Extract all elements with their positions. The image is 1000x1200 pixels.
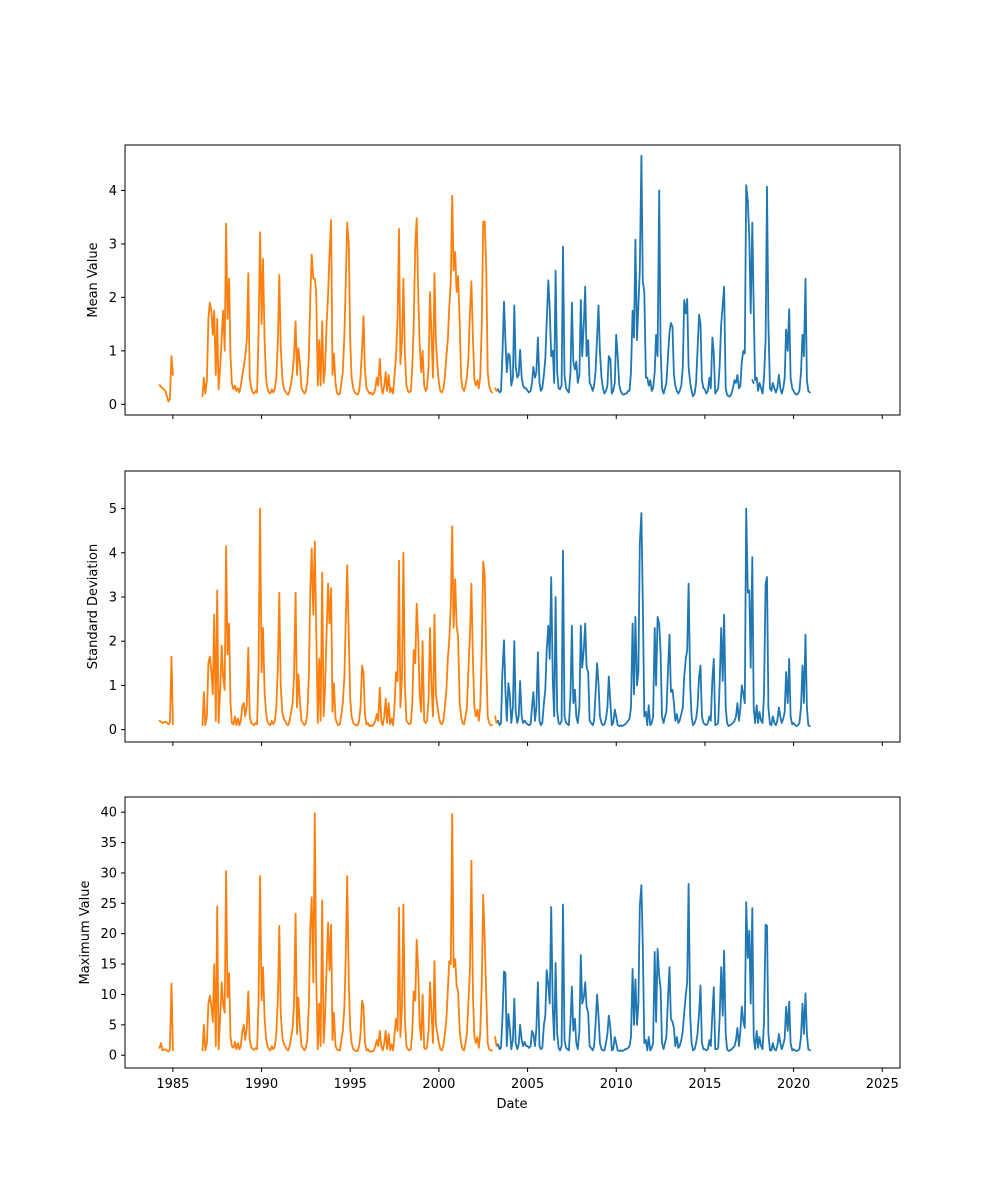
mean-value-series-line — [158, 355, 174, 403]
standard-deviation-series-line — [158, 655, 174, 726]
standard-deviation-y-tick-label: 3 — [109, 590, 117, 605]
standard-deviation-series-line — [497, 507, 811, 727]
maximum-value-y-tick-label: 5 — [109, 1018, 117, 1033]
x-tick-label: 1990 — [245, 1077, 278, 1092]
standard-deviation-y-tick-label: 2 — [109, 635, 117, 650]
maximum-value-y-tick-label: 35 — [100, 836, 117, 851]
maximum-value-plot-area — [124, 796, 901, 1069]
maximum-value-y-tick-label: 15 — [100, 958, 117, 973]
standard-deviation-y-axis-label: Standard Deviation — [86, 544, 101, 669]
maximum-value-y-tick-label: 20 — [100, 927, 117, 942]
standard-deviation-y-tick-label: 4 — [109, 546, 117, 561]
mean-value-y-tick-label: 2 — [109, 291, 117, 306]
maximum-value-y-tick-label: 10 — [100, 988, 117, 1003]
maximum-value-series-line — [201, 812, 494, 1053]
x-tick-label: 2005 — [511, 1077, 544, 1092]
mean-value-y-tick-label: 0 — [109, 398, 117, 413]
mean-value-y-tick-label: 4 — [109, 184, 117, 199]
maximum-value-y-tick-label: 30 — [100, 866, 117, 881]
maximum-value-y-tick-label: 25 — [100, 897, 117, 912]
x-tick-label: 2020 — [777, 1077, 810, 1092]
x-axis-label: Date — [496, 1097, 527, 1112]
maximum-value-series-line — [158, 982, 174, 1053]
mean-value-y-tick-label: 3 — [109, 237, 117, 252]
standard-deviation-y-tick-label: 0 — [109, 723, 117, 738]
x-tick-label: 2010 — [600, 1077, 633, 1092]
x-tick-label: 2015 — [688, 1077, 721, 1092]
maximum-value-y-tick-label: 0 — [109, 1049, 117, 1064]
maximum-value-y-tick-label: 40 — [100, 806, 117, 821]
mean-value-panel: 0 1 2 3 4 Mean Value — [86, 144, 901, 419]
mean-value-y-axis-label: Mean Value — [86, 242, 101, 317]
mean-value-series-line — [497, 154, 811, 398]
standard-deviation-y-tick-label: 1 — [109, 679, 117, 694]
x-tick-label: 2000 — [422, 1077, 455, 1092]
mean-value-series-line — [751, 379, 755, 384]
maximum-value-y-axis-label: Maximum Value — [78, 881, 93, 985]
standard-deviation-y-tick-label: 5 — [109, 502, 117, 517]
x-tick-label: 1995 — [334, 1077, 367, 1092]
x-tick-label: 2025 — [866, 1077, 899, 1092]
x-tick-label: 1985 — [156, 1077, 189, 1092]
mean-value-series-line — [201, 194, 494, 398]
standard-deviation-panel: 0 1 2 3 4 5 Standard Deviation — [86, 470, 901, 746]
standard-deviation-series-line — [201, 507, 494, 727]
maximum-value-series-line — [497, 883, 811, 1052]
mean-value-y-tick-label: 1 — [109, 344, 117, 359]
